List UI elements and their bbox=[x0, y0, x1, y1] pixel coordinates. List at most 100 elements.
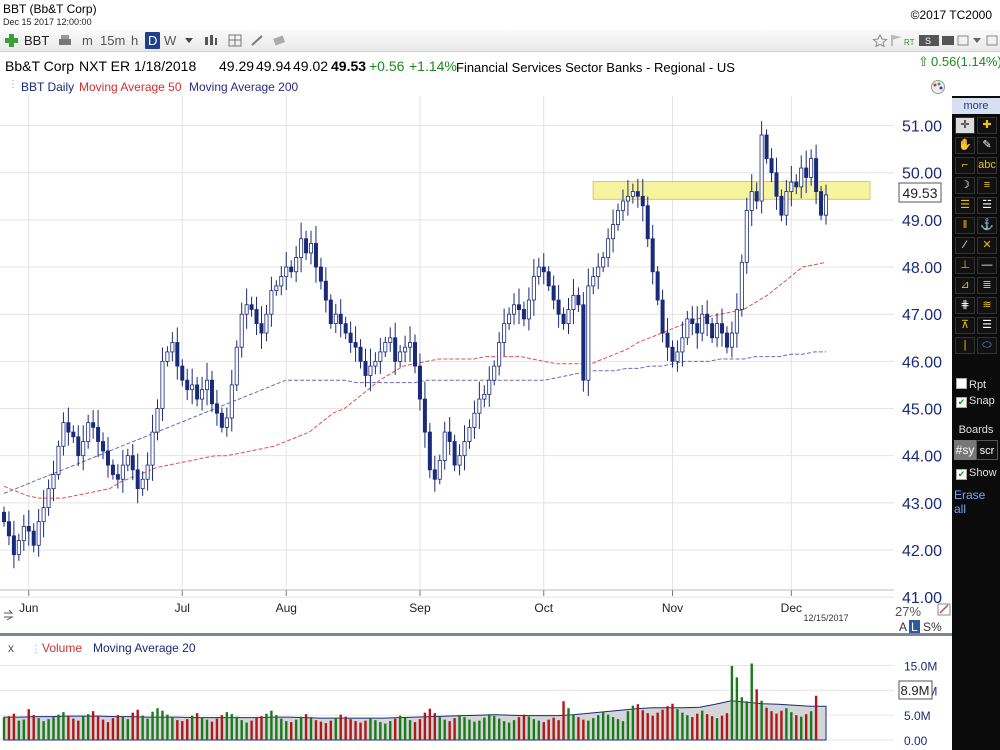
scroll-arrows-icon[interactable] bbox=[4, 609, 14, 621]
candle bbox=[115, 474, 120, 480]
rpt-checkbox[interactable] bbox=[956, 378, 967, 389]
candle bbox=[611, 224, 616, 240]
period-button-m[interactable]: m bbox=[82, 33, 93, 48]
candle bbox=[274, 285, 279, 292]
volume-close-icon[interactable]: x bbox=[8, 641, 14, 655]
toolbar: BBT m 15m h D W RT S bbox=[0, 30, 1000, 52]
hand-tool-icon[interactable]: ✋ bbox=[955, 137, 975, 154]
chart-area[interactable]: 41.00 42.00 43.00 44.00 45.00 46.00 47.00 48.00… bbox=[0, 96, 952, 750]
volume-bar bbox=[522, 714, 526, 740]
trend-line-tool-icon[interactable]: ⁄ bbox=[955, 237, 975, 254]
candle bbox=[289, 266, 294, 273]
volume-bar bbox=[349, 719, 352, 740]
price-legend: ⋮ BBT Daily Moving Average 50 Moving Ave… bbox=[0, 78, 952, 96]
speed-lines-tool-icon[interactable]: ⊥ bbox=[955, 257, 975, 274]
crosshair-tool-icon[interactable]: ✛ bbox=[955, 117, 975, 134]
save-icon[interactable] bbox=[957, 34, 969, 47]
candle bbox=[2, 511, 7, 523]
triangle-tool-icon[interactable]: ⊿ bbox=[955, 277, 975, 294]
candle bbox=[779, 195, 784, 216]
candle bbox=[521, 309, 526, 320]
rpt-toggle[interactable]: Rpt bbox=[956, 378, 998, 394]
pitchfork-tool-icon[interactable]: ⋕ bbox=[955, 297, 975, 314]
scale-option-l[interactable]: L bbox=[911, 620, 918, 634]
scale-option-a[interactable]: A bbox=[899, 620, 907, 634]
grid-icon[interactable] bbox=[228, 34, 242, 47]
show-checkbox[interactable]: ✔ bbox=[956, 469, 967, 480]
fib-ext-tool-icon[interactable]: ☱ bbox=[977, 197, 997, 214]
volume-bar bbox=[413, 722, 417, 740]
last-volume-box bbox=[898, 680, 933, 700]
volume-bar bbox=[32, 715, 35, 740]
candle bbox=[606, 238, 611, 259]
volume-bar bbox=[527, 716, 531, 740]
anchor-tool-icon[interactable]: ⚓ bbox=[977, 217, 997, 234]
board-scr-button[interactable]: scr bbox=[976, 440, 998, 460]
erase-all-button[interactable]: Erase all bbox=[954, 488, 986, 516]
change-summary: 0.56(1.14%) bbox=[931, 54, 1000, 69]
eraser-tool-icon[interactable]: ✎ bbox=[977, 137, 997, 154]
legend-volume-ma20[interactable]: Moving Average 20 bbox=[93, 641, 196, 655]
scale-option-s[interactable]: S% bbox=[923, 620, 942, 634]
link-icon[interactable] bbox=[941, 34, 955, 47]
legend-ma200[interactable]: Moving Average 200 bbox=[189, 80, 299, 94]
fan-tool-icon[interactable]: ≡ bbox=[977, 177, 997, 194]
pane-divider[interactable] bbox=[0, 633, 952, 636]
legend-ma50[interactable]: Moving Average 50 bbox=[79, 80, 182, 94]
volume-bar bbox=[532, 719, 536, 740]
bar-style-icon[interactable] bbox=[204, 34, 218, 47]
gann-tool-icon[interactable]: ⊼ bbox=[955, 317, 975, 334]
boards-tab[interactable]: Boards bbox=[958, 424, 994, 436]
fib-tool-icon[interactable]: ☰ bbox=[955, 197, 975, 214]
palette-icon[interactable] bbox=[930, 79, 946, 95]
arc-tool-icon[interactable]: ☽ bbox=[955, 177, 975, 194]
snap-checkbox[interactable]: ✔ bbox=[956, 397, 967, 408]
channel-tool-icon[interactable]: ≣ bbox=[977, 277, 997, 294]
chevron-down-icon[interactable] bbox=[972, 34, 982, 47]
vertical-lines-tool-icon[interactable]: ‖ bbox=[955, 217, 975, 234]
crosshair-2-tool-icon[interactable]: ✚ bbox=[977, 117, 997, 134]
candle bbox=[408, 342, 413, 348]
candle bbox=[492, 365, 497, 381]
legend-volume[interactable]: Volume bbox=[42, 641, 82, 655]
candle bbox=[343, 323, 348, 334]
eraser-icon[interactable] bbox=[272, 34, 286, 47]
candle bbox=[769, 158, 774, 174]
legend-handle-icon[interactable]: ⋮ bbox=[8, 79, 18, 90]
show-toggle[interactable]: ✔ Show bbox=[956, 466, 998, 482]
star-icon[interactable] bbox=[872, 34, 888, 47]
cross-lines-tool-icon[interactable]: ✕ bbox=[977, 237, 997, 254]
wave-tool-icon[interactable]: ≋ bbox=[977, 297, 997, 314]
volume-bar bbox=[577, 717, 580, 740]
maximize-icon[interactable] bbox=[986, 34, 998, 47]
flag-icon[interactable] bbox=[890, 34, 904, 47]
print-icon[interactable] bbox=[58, 34, 72, 47]
candle bbox=[205, 379, 210, 391]
add-symbol-icon[interactable] bbox=[4, 33, 19, 48]
period-button-W[interactable]: W bbox=[164, 33, 177, 48]
line-tool-icon[interactable]: ⌐ bbox=[955, 157, 975, 174]
legend-handle-icon[interactable]: ⋮ bbox=[31, 644, 41, 655]
more-tab[interactable]: more bbox=[952, 98, 1000, 114]
volume-bar bbox=[62, 712, 65, 740]
candle bbox=[165, 351, 170, 362]
up-arrow-icon: ⇧ bbox=[918, 54, 929, 69]
ellipse-tool-icon[interactable]: ⬭ bbox=[977, 337, 997, 354]
pencil-icon[interactable] bbox=[250, 34, 264, 47]
layout-s-icon[interactable]: S bbox=[919, 34, 939, 47]
horizontal-line-tool-icon[interactable]: — bbox=[977, 257, 997, 274]
volume-bar bbox=[755, 689, 758, 740]
text-tool-icon[interactable]: abc bbox=[977, 157, 997, 174]
vertical-line-tool-icon[interactable]: | bbox=[955, 337, 975, 354]
period-button-15m[interactable]: 15m bbox=[100, 33, 126, 48]
ruler-icon[interactable] bbox=[937, 603, 951, 616]
snap-toggle[interactable]: ✔ Snap bbox=[956, 394, 998, 410]
chevron-down-icon[interactable] bbox=[184, 34, 194, 47]
symbol-field[interactable]: BBT bbox=[24, 33, 50, 48]
candle bbox=[422, 398, 427, 433]
board-sy-button[interactable]: #sy bbox=[954, 440, 976, 460]
period-button-h[interactable]: h bbox=[131, 33, 139, 48]
legend-main-series[interactable]: BBT Daily bbox=[21, 80, 75, 94]
period-button-D[interactable]: D bbox=[145, 32, 161, 49]
lines-tool-icon[interactable]: ☰ bbox=[977, 317, 997, 334]
